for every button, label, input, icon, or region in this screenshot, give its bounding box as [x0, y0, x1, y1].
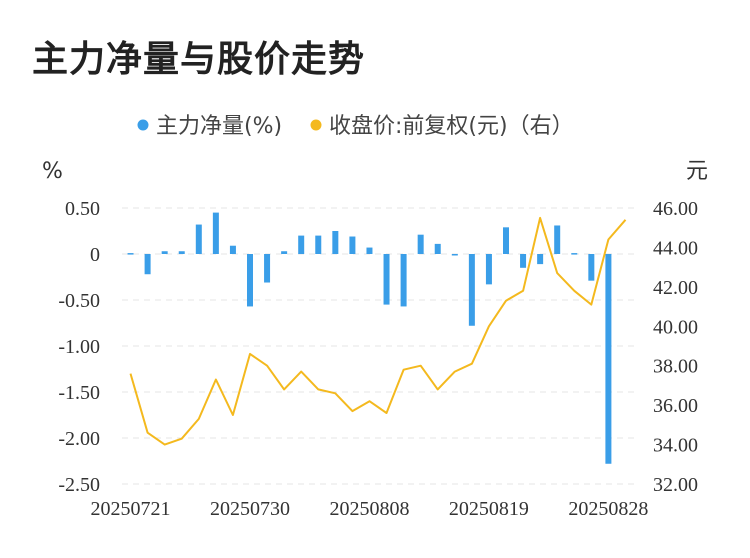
net-flow-bar [417, 234, 424, 254]
right-tick-label: 38.00 [653, 356, 698, 378]
net-flow-bar [383, 254, 390, 305]
net-flow-bar [554, 225, 561, 254]
net-flow-bar [264, 254, 271, 283]
net-flow-bar [451, 254, 458, 256]
net-flow-bar [161, 251, 168, 254]
x-tick-label: 20250730 [210, 498, 290, 520]
net-flow-bar [229, 245, 236, 254]
net-flow-bar [127, 253, 134, 255]
left-tick-label: -2.50 [58, 474, 100, 496]
legend-label-close-price: 收盘价:前复权(元)（右） [329, 114, 574, 139]
net-flow-bar [571, 253, 578, 255]
net-flow-bar [212, 212, 219, 254]
net-flow-bar [366, 247, 373, 254]
close-price-polyline [129, 216, 627, 446]
close-price-line [129, 216, 627, 446]
net-flow-bar [434, 243, 441, 254]
net-flow-bar [400, 254, 407, 307]
left-tick-label: -0.50 [58, 290, 100, 312]
net-flow-bar [178, 251, 185, 254]
net-flow-bar [349, 236, 356, 254]
net-flow-bar [468, 254, 475, 326]
legend-marker-net-flow [137, 119, 149, 131]
x-tick-label: 20250828 [568, 498, 648, 520]
net-flow-bar [520, 254, 527, 268]
net-flow-bar [332, 231, 339, 254]
net-flow-bar [503, 227, 509, 254]
left-tick-label: -1.00 [58, 336, 100, 358]
right-tick-label: 40.00 [653, 316, 698, 338]
net-flow-bar [247, 254, 253, 307]
net-flow-bar [195, 224, 202, 254]
legend-label-net-flow: 主力净量(%) [156, 114, 282, 139]
left-tick-label: 0 [90, 244, 100, 266]
right-tick-label: 34.00 [653, 435, 698, 457]
net-flow-bar [537, 254, 544, 265]
left-axis-ticks: 0.50 0 -0.50 -1.00 -1.50 -2.00 -2.50 [58, 198, 100, 496]
left-axis-unit: % [42, 159, 63, 184]
legend: 主力净量(%) 收盘价:前复权(元)（右） [137, 114, 574, 139]
net-flow-bar [605, 254, 612, 464]
right-tick-label: 32.00 [653, 474, 698, 496]
net-flow-bar [281, 251, 288, 254]
x-tick-label: 20250721 [91, 498, 171, 520]
net-flow-bar [485, 254, 492, 285]
x-tick-label: 20250819 [449, 498, 529, 520]
left-tick-label: -2.00 [58, 428, 100, 450]
right-tick-label: 44.00 [653, 237, 698, 259]
left-tick-label: 0.50 [65, 198, 100, 220]
right-tick-label: 42.00 [653, 277, 698, 299]
right-tick-label: 46.00 [653, 198, 698, 220]
x-tick-label: 20250808 [329, 498, 409, 520]
legend-marker-close-price [310, 119, 322, 131]
net-flow-bar [144, 254, 151, 275]
chart-title: 主力净量与股价走势 [32, 39, 366, 80]
net-flow-bars [127, 212, 612, 464]
right-axis-unit: 元 [686, 159, 708, 184]
right-axis-ticks: 46.00 44.00 42.00 40.00 38.00 36.00 34.00 32.00 [653, 198, 698, 496]
left-tick-label: -1.50 [58, 382, 100, 404]
net-flow-bar [588, 254, 595, 281]
gridlines [122, 207, 634, 485]
x-axis-ticks: 20250721 20250730 20250808 20250819 20250828 [91, 498, 649, 520]
net-flow-bar [298, 235, 305, 254]
right-tick-label: 36.00 [653, 395, 698, 417]
net-flow-bar [315, 235, 322, 254]
